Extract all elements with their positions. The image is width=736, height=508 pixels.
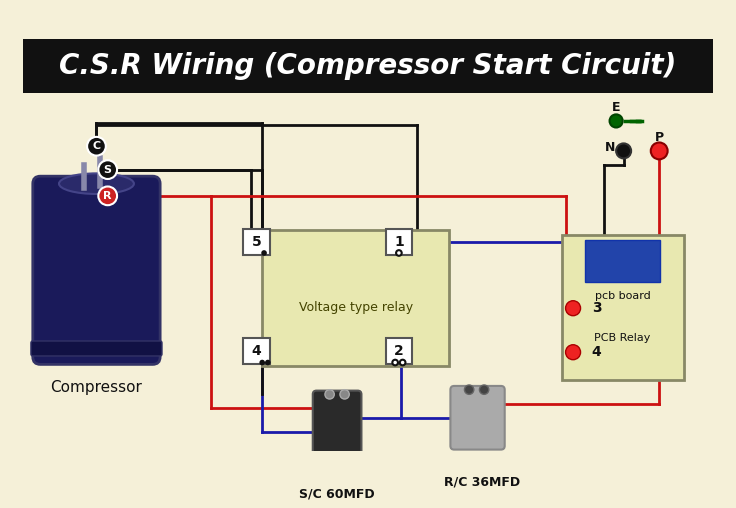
Text: Compressor: Compressor (51, 380, 142, 395)
Text: N: N (605, 141, 616, 153)
Circle shape (565, 301, 581, 315)
Text: pcb board: pcb board (595, 291, 651, 301)
Text: C.S.R Wiring (Compressor Start Circuit): C.S.R Wiring (Compressor Start Circuit) (60, 52, 676, 80)
Text: S: S (104, 165, 112, 175)
Circle shape (396, 250, 402, 256)
FancyBboxPatch shape (313, 391, 361, 459)
Circle shape (340, 390, 350, 399)
FancyBboxPatch shape (562, 235, 684, 380)
Circle shape (616, 143, 631, 158)
Circle shape (400, 360, 406, 365)
FancyBboxPatch shape (244, 338, 269, 364)
FancyBboxPatch shape (31, 341, 162, 356)
Text: C: C (93, 141, 101, 151)
Text: P: P (654, 131, 664, 144)
Circle shape (99, 186, 117, 205)
FancyBboxPatch shape (386, 338, 412, 364)
Ellipse shape (59, 173, 134, 194)
Circle shape (565, 345, 581, 360)
Text: 2: 2 (394, 344, 404, 358)
FancyBboxPatch shape (33, 176, 160, 364)
Text: 3: 3 (592, 301, 601, 315)
FancyBboxPatch shape (24, 39, 712, 93)
Circle shape (265, 360, 271, 365)
Circle shape (479, 385, 489, 394)
FancyBboxPatch shape (386, 229, 412, 255)
Circle shape (87, 137, 106, 155)
Text: 4: 4 (592, 345, 601, 359)
FancyBboxPatch shape (450, 386, 505, 450)
Text: 1: 1 (394, 235, 404, 249)
Text: PCB Relay: PCB Relay (595, 333, 651, 343)
Circle shape (464, 385, 474, 394)
Text: R/C 36MFD: R/C 36MFD (444, 476, 520, 489)
Text: Voltage type relay: Voltage type relay (299, 301, 413, 314)
Circle shape (261, 250, 267, 256)
FancyBboxPatch shape (585, 240, 660, 282)
FancyBboxPatch shape (262, 231, 450, 366)
FancyBboxPatch shape (244, 229, 269, 255)
Circle shape (259, 360, 265, 365)
Text: 5: 5 (252, 235, 261, 249)
Text: E: E (612, 101, 620, 114)
Circle shape (392, 360, 398, 365)
Text: R: R (104, 191, 112, 201)
Text: S/C 60MFD: S/C 60MFD (300, 488, 375, 501)
Circle shape (651, 142, 668, 160)
Circle shape (325, 390, 334, 399)
Circle shape (609, 114, 623, 128)
Text: 4: 4 (252, 344, 261, 358)
Circle shape (99, 160, 117, 179)
FancyBboxPatch shape (24, 93, 712, 451)
